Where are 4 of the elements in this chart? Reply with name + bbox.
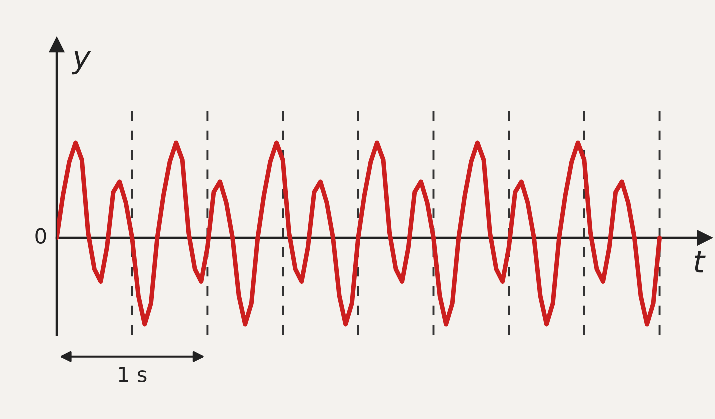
x-axis-title: t: [694, 251, 706, 273]
text: 1 s: [119, 367, 147, 383]
y-axis-title: y: [72, 52, 92, 75]
text: 0: [36, 228, 46, 244]
